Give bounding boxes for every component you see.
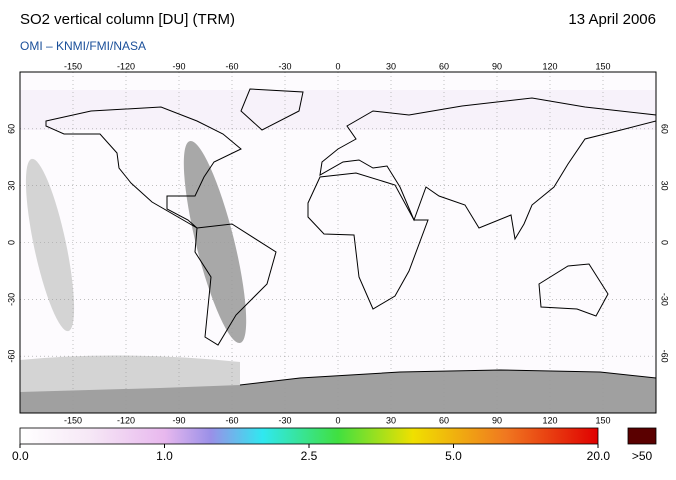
- lon-tick-label-bottom: -30: [278, 415, 291, 425]
- lon-tick-label-bottom: 30: [386, 415, 396, 425]
- lon-tick-label-bottom: 120: [542, 415, 557, 425]
- map-frame: [19, 71, 657, 414]
- eurasia: [319, 97, 657, 241]
- lon-tick-label-top: -150: [64, 61, 82, 71]
- colorbar: [19, 427, 599, 445]
- lon-tick-label-bottom: 150: [595, 415, 610, 425]
- lat-tick-label-right: -30: [660, 293, 670, 306]
- colorbar-over: [627, 427, 657, 445]
- lon-tick-label-top: 90: [492, 61, 502, 71]
- lon-tick-label-bottom: 60: [439, 415, 449, 425]
- lat-tick-label-left: 0: [6, 240, 16, 245]
- lon-tick-label-bottom: 0: [335, 415, 340, 425]
- north-america: [45, 106, 242, 229]
- south-america: [194, 223, 277, 346]
- date: 13 April 2006: [568, 11, 656, 28]
- lon-tick-label-top: 0: [335, 61, 340, 71]
- lon-tick-label-top: -60: [225, 61, 238, 71]
- lon-tick-label-bottom: -120: [117, 415, 135, 425]
- lon-tick-label-bottom: 90: [492, 415, 502, 425]
- colorbar-over-label: >50: [632, 449, 653, 463]
- colorbar-tick-label: 0.0: [12, 449, 29, 463]
- colorbar-tick-label: 5.0: [445, 449, 462, 463]
- colorbar-tick-label: 2.5: [301, 449, 318, 463]
- greenland: [240, 88, 304, 131]
- lon-tick-label-top: -90: [172, 61, 185, 71]
- lon-tick-label-top: 30: [386, 61, 396, 71]
- lon-tick-label-bottom: -150: [64, 415, 82, 425]
- title: SO2 vertical column [DU] (TRM): [20, 11, 235, 28]
- australia: [538, 263, 609, 317]
- lat-tick-label-right: 0: [660, 240, 670, 245]
- lat-tick-label-right: 30: [660, 181, 670, 191]
- lat-tick-label-left: 60: [6, 124, 16, 134]
- colorbar-tick-label: 1.0: [156, 449, 173, 463]
- lon-tick-label-bottom: -90: [172, 415, 185, 425]
- lon-tick-label-top: -120: [117, 61, 135, 71]
- lon-tick-label-top: -30: [278, 61, 291, 71]
- missing-swath: [183, 140, 247, 344]
- lat-tick-label-left: 30: [6, 181, 16, 191]
- lon-tick-label-bottom: -60: [225, 415, 238, 425]
- missing-swath: [20, 355, 240, 392]
- subtitle: OMI – KNMI/FMI/NASA: [20, 39, 146, 53]
- lon-tick-label-top: 120: [542, 61, 557, 71]
- lon-tick-label-top: 150: [595, 61, 610, 71]
- colorbar-tick-label: 20.0: [587, 449, 611, 463]
- lat-tick-label-left: -60: [6, 350, 16, 363]
- antarctica-coast: [239, 369, 657, 386]
- africa: [307, 172, 429, 310]
- lat-tick-label-right: -60: [660, 350, 670, 363]
- map: [19, 71, 657, 414]
- missing-swath: [25, 158, 75, 332]
- lat-tick-label-left: -30: [6, 293, 16, 306]
- lon-tick-label-top: 60: [439, 61, 449, 71]
- lat-tick-label-right: 60: [660, 124, 670, 134]
